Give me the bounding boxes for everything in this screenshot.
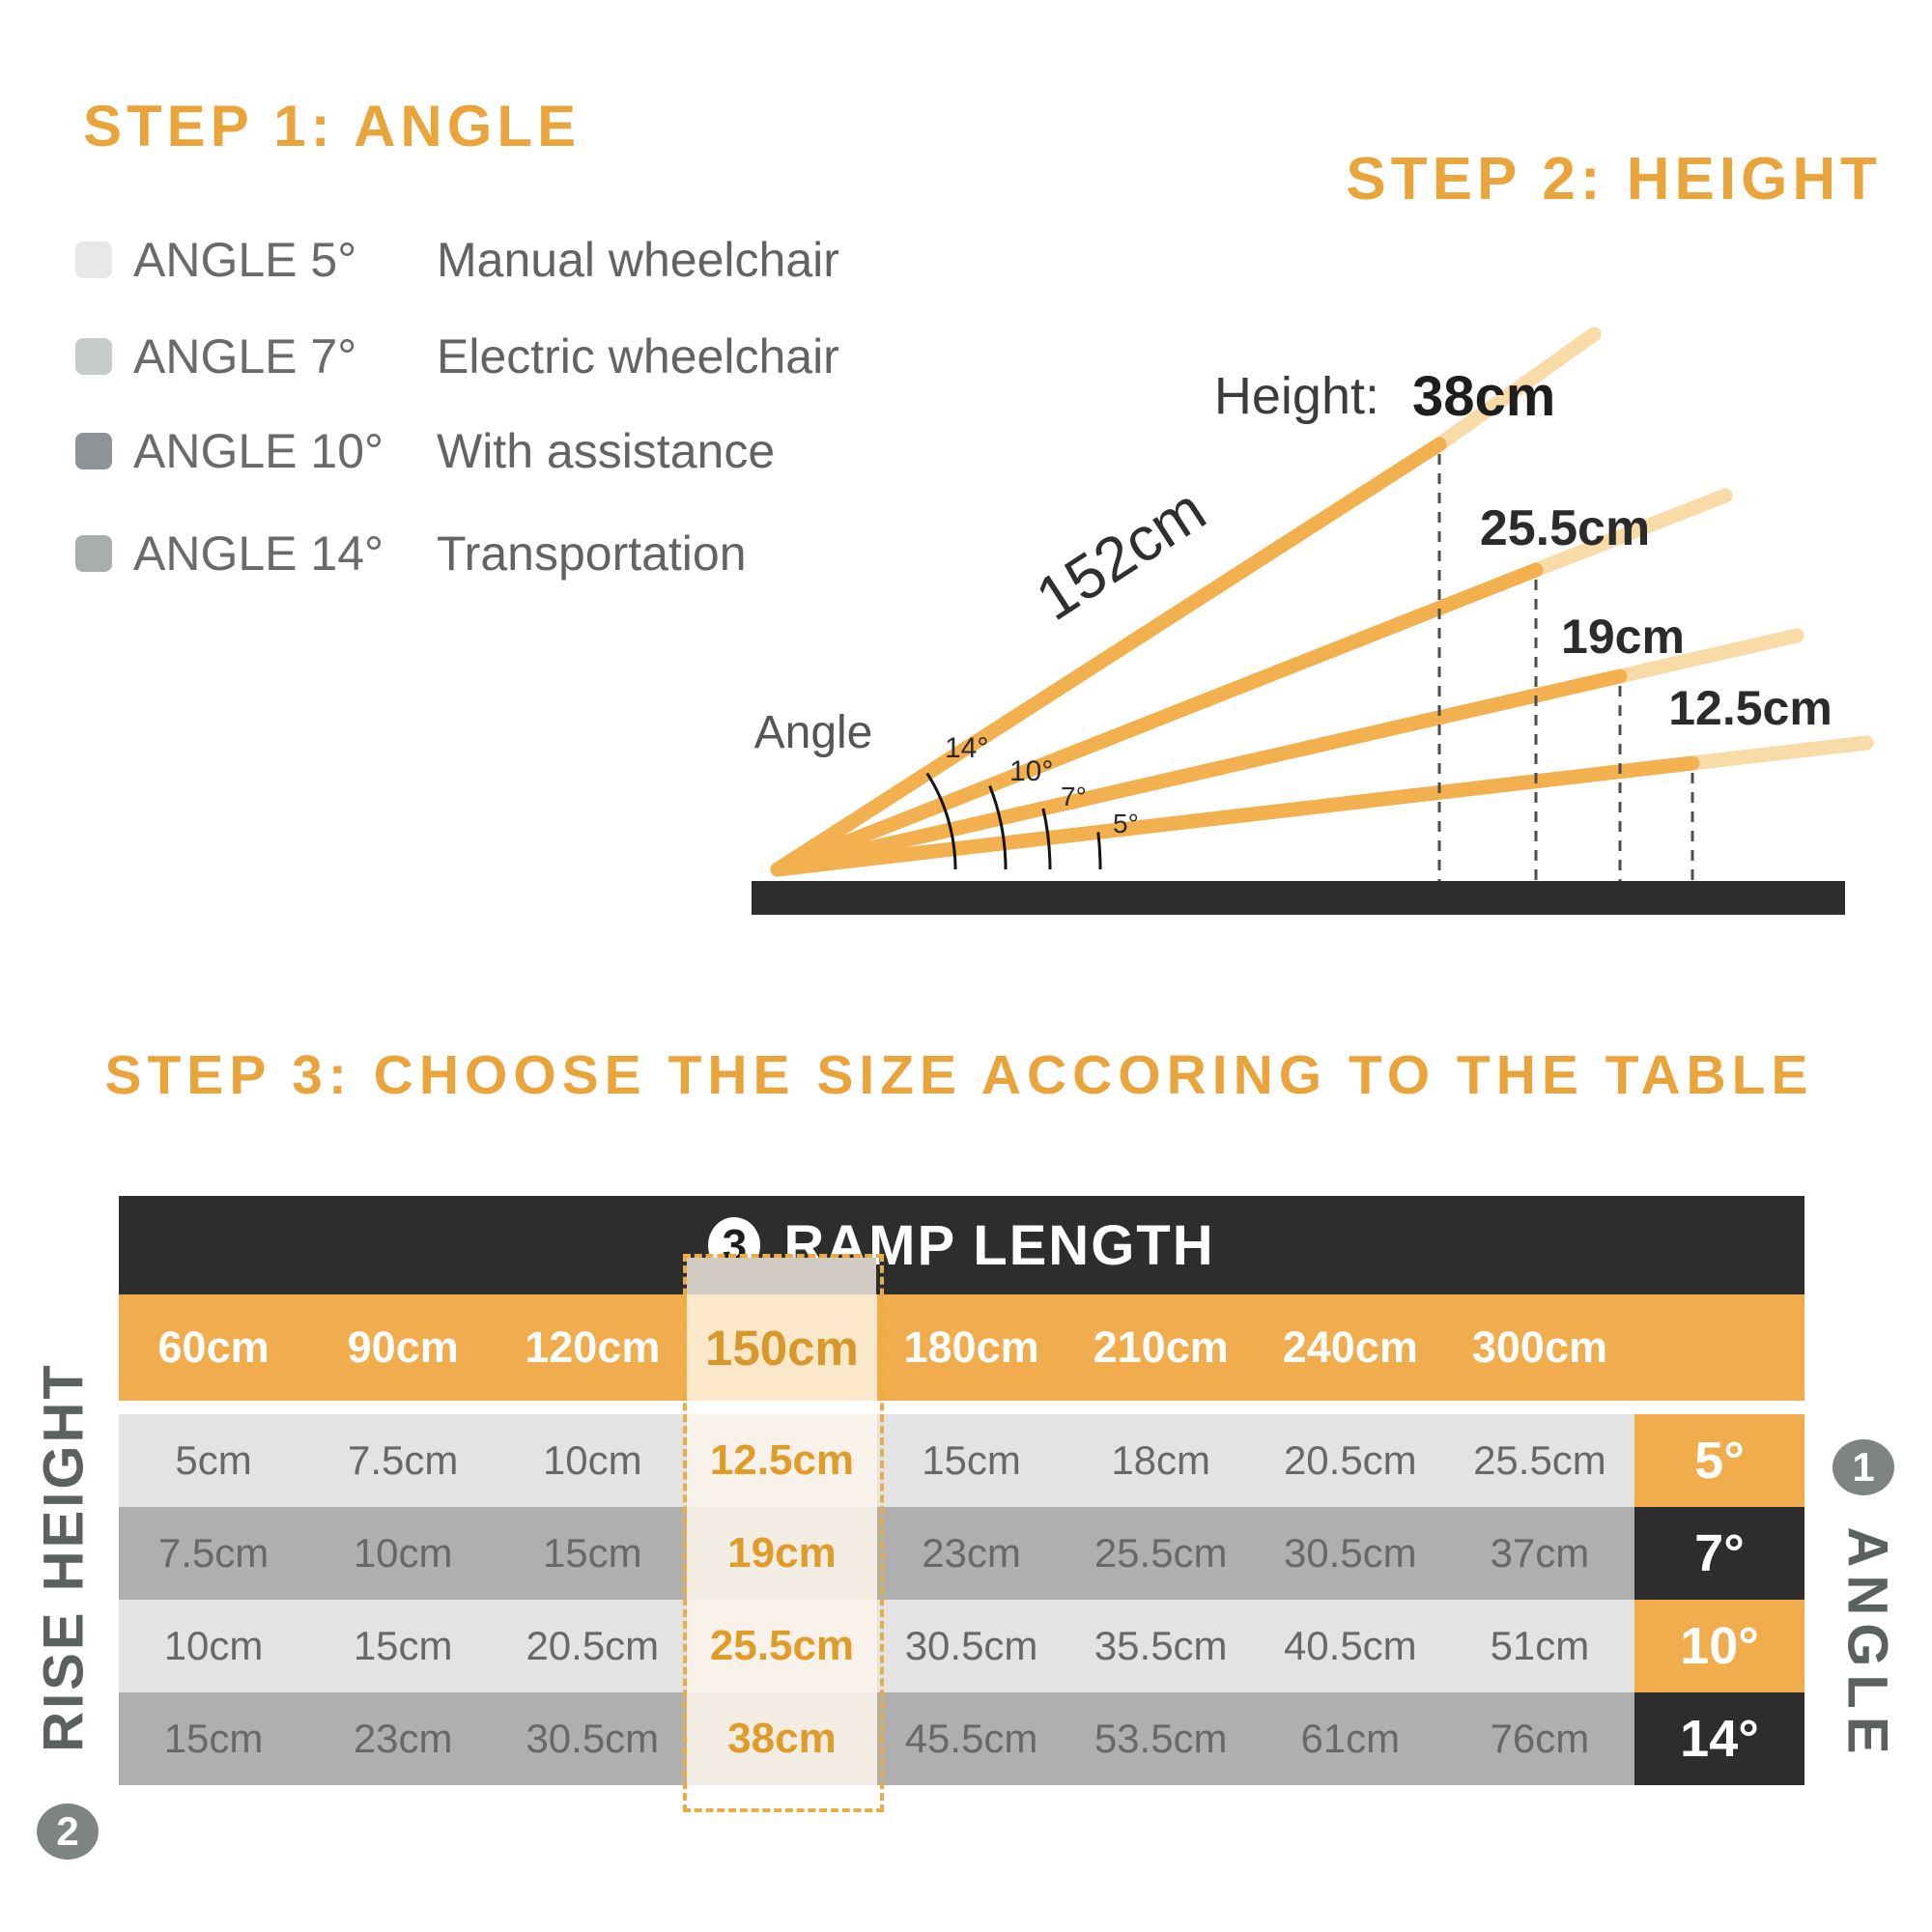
cell: 51cm (1444, 1600, 1634, 1692)
height-value-25cm: 25.5cm (1480, 500, 1650, 556)
cell: 30.5cm (1255, 1507, 1445, 1600)
col-angle-spacer (1634, 1294, 1804, 1401)
height-value-19cm: 19cm (1561, 610, 1685, 664)
ramp-ray-5deg (770, 755, 1700, 877)
cell: 53.5cm (1065, 1692, 1256, 1785)
angle-tick-7: 7° (1061, 781, 1087, 811)
col-300cm: 300cm (1471, 1322, 1607, 1372)
col-90cm: 90cm (347, 1322, 459, 1372)
cell: 30.5cm (876, 1600, 1066, 1692)
height-label: Height: (1214, 367, 1379, 425)
legend-desc-10deg: With assistance (437, 424, 776, 478)
legend-desc-14deg: Transportation (437, 526, 747, 581)
cell-highlighted: 38cm (687, 1692, 877, 1785)
angle-tick-14: 14° (945, 732, 988, 764)
angle-label: Angle (754, 707, 873, 758)
table-gap (119, 1401, 1804, 1414)
ramp-ray-14deg (770, 437, 1447, 877)
cell: 20.5cm (497, 1600, 688, 1692)
legend-label-14deg: ANGLE 14° (133, 526, 384, 581)
cell: 10cm (119, 1600, 309, 1692)
col-210cm: 210cm (1093, 1322, 1229, 1372)
legend-row-7deg: ANGLE 7° Electric wheelchair (75, 328, 839, 384)
cell: 15cm (119, 1692, 309, 1785)
cell: 37cm (1444, 1507, 1634, 1600)
cell-highlighted: 12.5cm (687, 1414, 877, 1507)
cell-highlighted: 25.5cm (687, 1600, 877, 1692)
angle-cell-5deg: 5° (1634, 1414, 1804, 1507)
legend-row-5deg: ANGLE 5° Manual wheelchair (75, 232, 839, 288)
legend-swatch-5deg-icon (75, 242, 112, 278)
cell: 18cm (1065, 1414, 1256, 1507)
col-180cm: 180cm (903, 1322, 1039, 1372)
table-row-14deg: 15cm 23cm 30.5cm 38cm 45.5cm 53.5cm 61cm… (119, 1692, 1804, 1785)
cell: 25.5cm (1065, 1507, 1256, 1600)
height-value-12cm: 12.5cm (1668, 681, 1833, 735)
cell: 7.5cm (119, 1507, 309, 1600)
legend-row-10deg: ANGLE 10° With assistance (75, 423, 775, 479)
ground-bar (752, 881, 1845, 915)
cell: 30.5cm (497, 1692, 688, 1785)
cell: 7.5cm (308, 1414, 498, 1507)
cell: 23cm (876, 1507, 1066, 1600)
angle-cell-14deg: 14° (1634, 1692, 1804, 1785)
table-row-7deg: 7.5cm 10cm 15cm 19cm 23cm 25.5cm 30.5cm … (119, 1507, 1804, 1600)
table-header-ramp-length: 3 RAMP LENGTH (119, 1196, 1804, 1294)
highlight-column-tint (687, 1258, 876, 1294)
col-150cm-highlighted: 150cm (687, 1294, 877, 1401)
table-row-10deg: 10cm 15cm 20.5cm 25.5cm 30.5cm 35.5cm 40… (119, 1600, 1804, 1692)
legend-desc-5deg: Manual wheelchair (437, 233, 839, 287)
cell: 61cm (1255, 1692, 1445, 1785)
angle-cell-10deg: 10° (1634, 1600, 1804, 1692)
angle-arcs (925, 772, 1102, 870)
cell: 10cm (497, 1414, 688, 1507)
height-value-38cm: 38cm (1412, 365, 1555, 428)
cell: 10cm (308, 1507, 498, 1600)
rise-height-axis-label: RISE HEIGHT (32, 1362, 96, 1752)
legend-swatch-7deg-icon (75, 338, 112, 375)
ramp-faded-extensions (1432, 327, 1874, 771)
cell: 15cm (497, 1507, 688, 1600)
legend-swatch-10deg-icon (75, 433, 112, 469)
angle-cell-7deg: 7° (1634, 1507, 1804, 1600)
cell: 15cm (308, 1600, 498, 1692)
col-120cm: 120cm (525, 1322, 661, 1372)
table-row-5deg: 5cm 7.5cm 10cm 12.5cm 15cm 18cm 20.5cm 2… (119, 1414, 1804, 1507)
ramp-angle-diagram: Height: 38cm 25.5cm 19cm 12.5cm 152cm An… (752, 327, 1874, 915)
column-header-row: 60cm 90cm 120cm 150cm 180cm 210cm 240cm … (119, 1294, 1804, 1401)
ramp-rays (770, 437, 1700, 877)
legend-desc-7deg: Electric wheelchair (437, 329, 839, 384)
ramp-ray-7deg (770, 668, 1628, 877)
step3-title: STEP 3: CHOOSE THE SIZE ACCORING TO THE … (104, 1044, 1814, 1106)
step2-title: STEP 2: HEIGHT (1346, 146, 1882, 213)
legend-row-14deg: ANGLE 14° Transportation (75, 526, 747, 582)
angle-tick-10: 10° (1009, 755, 1053, 787)
height-drop-lines (1437, 454, 1694, 881)
legend-label-10deg: ANGLE 10° (133, 424, 384, 478)
cell: 76cm (1444, 1692, 1634, 1785)
cell: 40.5cm (1255, 1600, 1445, 1692)
cell: 20.5cm (1255, 1414, 1445, 1507)
cell-highlighted: 19cm (687, 1507, 877, 1600)
step1-title: STEP 1: ANGLE (83, 94, 582, 158)
cell: 25.5cm (1444, 1414, 1634, 1507)
cell: 45.5cm (876, 1692, 1066, 1785)
col-60cm: 60cm (157, 1322, 270, 1372)
legend-label-5deg: ANGLE 5° (133, 233, 357, 287)
badge-2-icon: 2 (37, 1804, 99, 1860)
ramp-ray-10deg (770, 562, 1544, 877)
cell: 23cm (308, 1692, 498, 1785)
cell: 35.5cm (1065, 1600, 1256, 1692)
angle-axis-label: ANGLE (1835, 1526, 1899, 1762)
cell: 5cm (119, 1414, 309, 1507)
cell: 15cm (876, 1414, 1066, 1507)
legend-label-7deg: ANGLE 7° (133, 329, 357, 384)
legend-swatch-14deg-icon (75, 535, 112, 572)
ramp-size-table: 3 RAMP LENGTH 60cm 90cm 120cm 150cm 180c… (119, 1196, 1804, 1812)
angle-tick-5: 5° (1113, 809, 1139, 838)
badge-1-icon: 1 (1833, 1439, 1894, 1495)
col-240cm: 240cm (1282, 1322, 1418, 1372)
